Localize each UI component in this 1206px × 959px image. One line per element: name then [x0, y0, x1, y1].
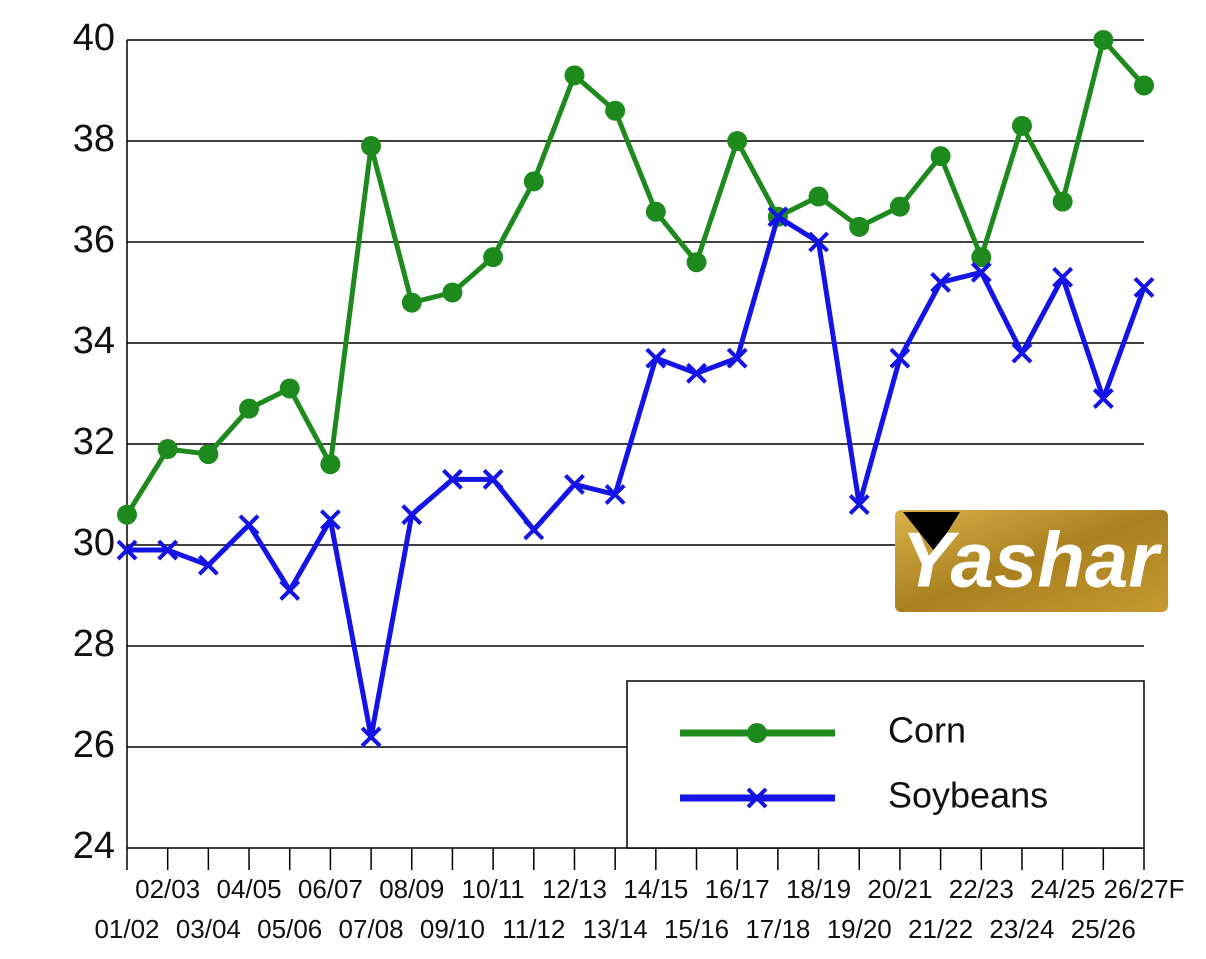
data-point: [238, 514, 260, 536]
legend-marker: [746, 787, 768, 809]
data-point: [442, 468, 463, 490]
data-point: [361, 136, 382, 157]
data-point: [197, 554, 219, 576]
legend-label: Corn: [888, 710, 966, 751]
data-point: [604, 484, 626, 505]
x-tick-label: 22/23: [949, 874, 1014, 904]
x-tick-label: 01/02: [94, 914, 159, 944]
y-tick-label: 26: [73, 724, 115, 766]
data-point: [523, 519, 545, 541]
data-point: [319, 509, 341, 531]
data-point: [645, 201, 666, 222]
data-point: [401, 292, 422, 313]
data-point: [1133, 277, 1155, 298]
data-point: [605, 100, 626, 121]
data-point: [564, 65, 585, 86]
data-point: [726, 347, 748, 369]
data-point: [116, 539, 138, 561]
data-point: [1011, 115, 1032, 136]
x-tick-label: 16/17: [705, 874, 770, 904]
data-point: [279, 378, 300, 399]
data-point: [686, 362, 707, 384]
data-point: [279, 580, 301, 601]
x-tick-label: 10/11: [462, 874, 525, 904]
data-point: [848, 494, 870, 516]
data-point: [1093, 30, 1114, 50]
x-tick-label: 04/05: [217, 874, 282, 904]
y-tick-label: 30: [73, 522, 115, 564]
y-tick-label: 32: [73, 421, 115, 463]
data-point: [157, 539, 179, 561]
x-tick-label: 18/19: [786, 874, 851, 904]
data-point: [198, 444, 219, 465]
x-tick-label: 12/13: [542, 874, 607, 904]
x-tick-label: 23/24: [989, 914, 1054, 944]
legend-marker: [747, 723, 767, 743]
legend-box: [626, 680, 1145, 849]
data-point: [1011, 342, 1033, 364]
y-tick-label: 28: [73, 623, 115, 665]
data-point: [889, 347, 911, 369]
data-point: [849, 216, 870, 237]
data-point: [930, 146, 951, 167]
data-point: [442, 282, 463, 303]
y-tick-label: 40: [73, 17, 115, 59]
x-tick-label: 06/07: [298, 874, 363, 904]
data-point: [523, 171, 544, 192]
watermark-triangle: [903, 512, 960, 552]
watermark-text: Yashar: [901, 516, 1162, 604]
data-point: [239, 398, 260, 419]
data-point: [808, 186, 829, 207]
data-point: [808, 231, 829, 253]
x-tick-label: 15/16: [664, 914, 729, 944]
series-line: [124, 37, 1146, 517]
x-tick-label: 02/03: [135, 874, 200, 904]
x-tick-label: 26/27F: [1104, 874, 1185, 904]
data-point: [1134, 75, 1154, 96]
x-tick-label: 19/20: [827, 914, 892, 944]
data-point: [727, 131, 748, 151]
x-tick-label: 13/14: [583, 914, 648, 944]
data-point: [564, 473, 585, 495]
x-tick-label: 03/04: [176, 914, 241, 944]
x-tick-label: 08/09: [379, 874, 444, 904]
data-point: [930, 271, 952, 293]
data-point: [483, 247, 504, 268]
data-point: [360, 726, 382, 748]
x-tick-label: 21/22: [908, 914, 973, 944]
watermark-badge: [895, 510, 1168, 612]
x-tick-label: 24/25: [1030, 874, 1095, 904]
data-point: [645, 347, 667, 369]
x-tick-label: 17/18: [745, 914, 810, 944]
y-tick-label: 38: [73, 118, 115, 160]
data-point: [1052, 191, 1073, 212]
data-point: [767, 206, 789, 228]
data-point: [1052, 266, 1074, 288]
data-point: [482, 468, 504, 490]
data-point: [1092, 388, 1114, 409]
y-tick-label: 24: [73, 825, 115, 867]
y-tick-label: 34: [73, 320, 115, 362]
data-point: [157, 439, 178, 460]
data-point: [970, 261, 992, 283]
x-tick-label: 07/08: [339, 914, 404, 944]
x-tick-label: 20/21: [867, 874, 932, 904]
data-point: [686, 252, 707, 273]
x-tick-label: 05/06: [257, 914, 322, 944]
series-line: [127, 214, 1147, 740]
x-tick-label: 25/26: [1071, 914, 1136, 944]
legend-label: Soybeans: [888, 775, 1048, 816]
data-point: [320, 454, 341, 475]
y-tick-label: 36: [73, 219, 115, 261]
data-point: [889, 196, 910, 217]
data-point: [117, 504, 137, 525]
x-tick-label: 14/15: [623, 874, 688, 904]
x-tick-label: 09/10: [420, 914, 485, 944]
x-tick-label: 11/12: [502, 914, 565, 944]
data-point: [971, 247, 992, 268]
data-point: [401, 504, 423, 526]
